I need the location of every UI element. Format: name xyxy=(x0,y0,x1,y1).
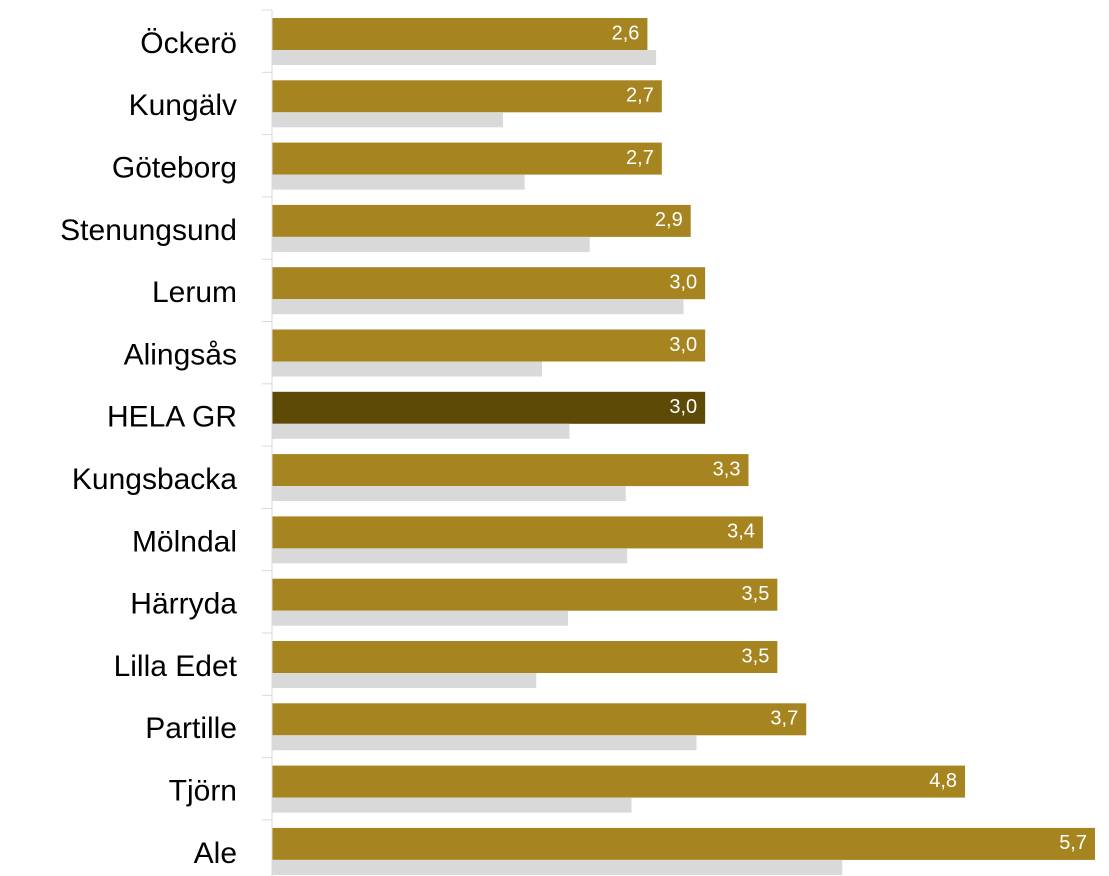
data-label: 2,7 xyxy=(626,85,654,107)
bar xyxy=(272,391,706,424)
data-label: 3,0 xyxy=(669,334,697,356)
data-label: 5,7 xyxy=(1059,832,1087,854)
category-label: Alingsås xyxy=(124,338,237,371)
bar xyxy=(272,80,662,113)
bar xyxy=(272,204,691,237)
category-label: HELA GR xyxy=(107,401,237,434)
data-label: 2,6 xyxy=(612,22,640,44)
category-label: Tjörn xyxy=(169,775,237,808)
category-label: Partille xyxy=(145,712,237,745)
bar xyxy=(272,142,662,175)
bar xyxy=(272,641,778,673)
bar xyxy=(272,454,749,487)
comparison-bar xyxy=(272,423,570,439)
data-label: 3,5 xyxy=(742,583,770,605)
category-label: Göteborg xyxy=(112,152,237,185)
bar xyxy=(272,18,648,50)
bar xyxy=(272,578,778,611)
bar xyxy=(272,516,763,549)
comparison-bar xyxy=(272,112,504,128)
data-label: 3,3 xyxy=(713,458,741,480)
data-label: 3,4 xyxy=(727,521,755,543)
comparison-bar xyxy=(272,174,525,190)
comparison-bar xyxy=(272,236,590,252)
category-label: Kungälv xyxy=(129,89,237,122)
category-label: Lilla Edet xyxy=(114,650,238,683)
comparison-bar xyxy=(272,610,568,626)
comparison-bar xyxy=(272,673,537,688)
data-label: 3,5 xyxy=(742,645,770,667)
comparison-bar xyxy=(272,361,543,377)
category-label: Stenungsund xyxy=(60,214,237,247)
comparison-bar xyxy=(272,486,626,502)
comparison-bar xyxy=(272,548,628,564)
category-label: Lerum xyxy=(152,276,237,309)
bar xyxy=(272,329,706,362)
category-label: Härryda xyxy=(130,588,237,621)
category-label: Öckerö xyxy=(140,27,237,60)
bar xyxy=(272,765,966,798)
comparison-bar xyxy=(272,797,632,813)
bar xyxy=(272,267,706,300)
data-label: 3,0 xyxy=(669,271,697,293)
comparison-bar xyxy=(272,859,843,875)
category-label: Kungsbacka xyxy=(72,463,237,496)
category-label: Ale xyxy=(194,837,237,870)
bar xyxy=(272,827,1095,860)
comparison-bar xyxy=(272,50,657,65)
comparison-bar xyxy=(272,299,684,315)
data-label: 2,9 xyxy=(655,209,683,231)
data-label: 2,7 xyxy=(626,147,654,169)
comparison-bar xyxy=(272,735,697,751)
data-label: 3,0 xyxy=(669,396,697,418)
data-label: 4,8 xyxy=(929,770,957,792)
data-label: 3,7 xyxy=(770,708,798,730)
category-label: Mölndal xyxy=(132,525,237,558)
bar xyxy=(272,703,807,736)
